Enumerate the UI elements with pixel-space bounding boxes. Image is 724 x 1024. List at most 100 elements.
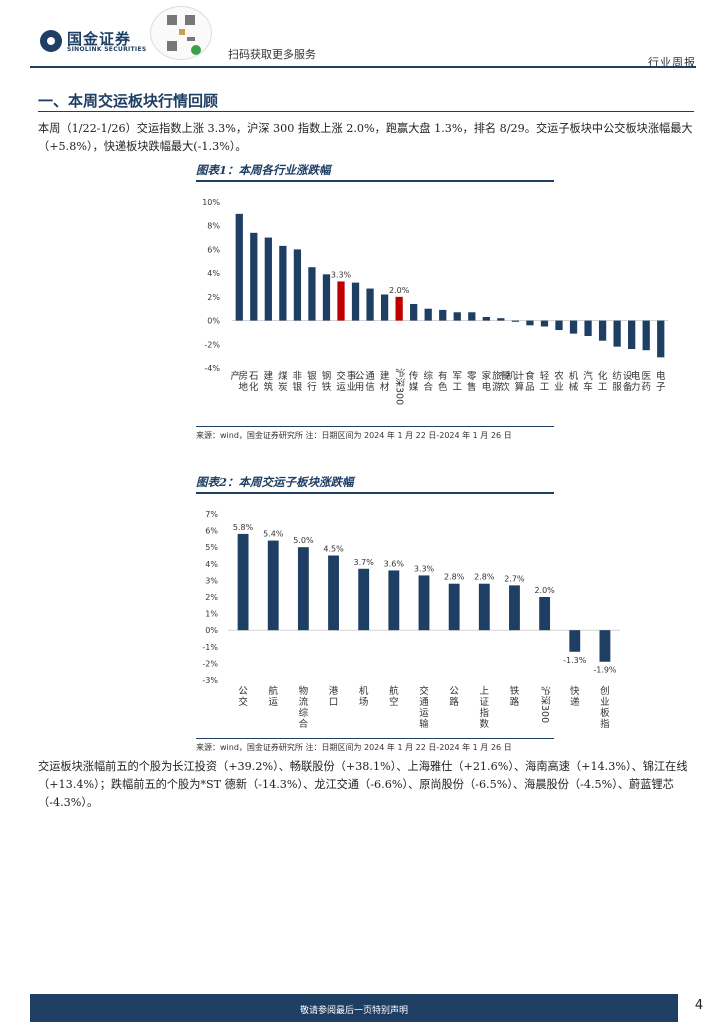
x-label-轻工-char: 工 (540, 382, 550, 393)
bar-传媒 (410, 303, 418, 321)
x-label-交通运输-char: 交 (419, 685, 429, 697)
stocks-paragraph: 交运板块涨幅前五的个股为长江投资（+39.2%）、畅联股份（+38.1%）、上海… (38, 760, 688, 809)
x-label-家电-char: 家 (482, 370, 492, 382)
bar-综合 (424, 308, 432, 321)
bar-化工 (598, 320, 607, 341)
data-label-交通运输: 3.3% (414, 564, 435, 573)
x-label-物流综合-char: 物 (299, 685, 309, 697)
x-label-餐饮旅游-char: 游 (492, 381, 502, 393)
bar-煤炭 (279, 245, 287, 321)
section-title: 一、本周交运板块行情回顾 (38, 92, 219, 110)
bar-医药 (642, 320, 650, 351)
x-label-交通运输-char: 输 (419, 718, 429, 730)
y-tick-label: -1% (202, 643, 218, 652)
x-label-公路-char: 路 (449, 696, 459, 708)
figure2-source: 来源：wind，国金证券研究所 注：日期区间为 2024 年 1 月 22 日-… (196, 743, 512, 752)
data-label-交运: 3.3% (331, 270, 352, 279)
bar-港口 (328, 555, 339, 631)
data-label-航运: 5.4% (263, 530, 284, 539)
x-label-非银-char: 银 (293, 381, 303, 393)
x-label-综合-char: 综 (423, 370, 433, 382)
x-label-航运-char: 航 (268, 685, 278, 697)
x-label-快递-char: 递 (570, 696, 580, 708)
x-label-铁路-char: 铁 (510, 685, 520, 697)
qr-code-icon[interactable] (150, 6, 212, 60)
x-label-零售-char: 售 (467, 381, 477, 393)
x-label-化工-char: 工 (598, 382, 608, 393)
y-tick-label: 6% (207, 245, 220, 254)
figure2-top-rule (196, 492, 554, 494)
x-label-通信-char: 通 (365, 371, 375, 382)
bar-军工 (453, 312, 461, 321)
x-label-综合-char: 合 (423, 381, 433, 393)
data-label-港口: 4.5% (323, 545, 344, 554)
x-label-建筑-char: 建 (264, 370, 274, 382)
logo-name-en: SINOLINK SECURITIES (67, 46, 147, 53)
y-tick-label: 2% (207, 293, 220, 302)
x-label-房地产-char: 地 (239, 381, 249, 393)
x-label-非银-char: 非 (293, 370, 303, 382)
footer-disclaimer: 敬请参阅最后一页特别声明 (299, 1006, 408, 1016)
x-label-钢铁-char: 铁 (322, 381, 332, 393)
bar-交运 (337, 281, 345, 321)
x-label-银行-char: 行 (307, 381, 317, 393)
x-label-房地产-char: 产 (231, 370, 241, 382)
y-tick-label: 4% (207, 269, 220, 278)
bar-物流综合 (297, 547, 309, 631)
x-label-纺服-char: 服 (612, 382, 622, 393)
figure2-title: 图表2：本周交运子板块涨跌幅 (196, 475, 354, 489)
data-label-航空: 3.6% (384, 559, 405, 568)
bar-建筑 (264, 237, 272, 321)
x-label-机械-char: 机 (569, 370, 579, 382)
footer-bar (30, 994, 678, 1022)
x-label-创业板指-char: 板 (600, 707, 610, 719)
bar-纺服 (613, 320, 621, 347)
x-label-轻工-char: 轻 (540, 370, 550, 382)
bar-航空 (388, 570, 400, 631)
x-label-创业板指-char: 业 (600, 697, 610, 708)
x-label-机场-char: 机 (359, 685, 369, 697)
x-label-有色-char: 色 (438, 381, 448, 393)
x-label-农业-char: 农 (554, 370, 564, 382)
x-label-上证指数-char: 上 (480, 686, 490, 697)
x-label-公路-char: 公 (449, 686, 459, 697)
bar-快递 (569, 630, 581, 652)
x-label-创业板指-char: 创 (600, 685, 610, 697)
x-label-上证指数-char: 数 (480, 718, 490, 730)
x-label-医药-char: 药 (641, 382, 651, 393)
bar-公路 (448, 583, 460, 631)
x-label-电力设备-char: 备 (623, 381, 633, 393)
x-label-物流综合-char: 综 (299, 707, 309, 719)
x-label-机场-char: 场 (359, 697, 369, 708)
data-label-公路: 2.8% (444, 573, 465, 582)
x-label-电力设备-char: 力 (631, 381, 641, 393)
x-label-港口-char: 港 (329, 685, 339, 697)
data-label-沪深300: 2.0% (534, 586, 555, 595)
y-tick-label: 5% (205, 543, 218, 552)
x-label-沪深300: 沪深300 (394, 368, 406, 405)
bar-轻工 (540, 320, 549, 327)
x-label-军工-char: 军 (453, 371, 463, 382)
x-label-交运-char: 交 (336, 370, 346, 382)
bar-公交 (237, 533, 249, 631)
figure1-bottom-rule (196, 426, 554, 427)
bar-计算机 (511, 320, 520, 322)
y-tick-label: 10% (202, 198, 220, 207)
figure1-top-rule (196, 180, 554, 182)
bar-非银 (293, 249, 302, 321)
x-label-家电-char: 电 (482, 381, 492, 393)
bar-餐饮旅游 (497, 318, 505, 321)
x-label-物流综合-char: 合 (299, 718, 309, 730)
x-label-沪深300: 沪深300 (539, 686, 551, 723)
report-type: 行业周报 (648, 56, 696, 69)
y-tick-label: 7% (205, 510, 218, 519)
y-tick-label: 6% (205, 527, 218, 536)
x-label-通信-char: 信 (365, 381, 375, 393)
x-label-零售-char: 零 (467, 371, 477, 382)
x-label-港口-char: 口 (329, 697, 339, 708)
y-tick-label: 2% (205, 593, 218, 602)
x-label-军工-char: 工 (453, 382, 463, 393)
y-tick-label: 3% (205, 576, 218, 585)
bar-创业板指 (599, 630, 611, 662)
figure2-bottom-rule (196, 738, 554, 739)
